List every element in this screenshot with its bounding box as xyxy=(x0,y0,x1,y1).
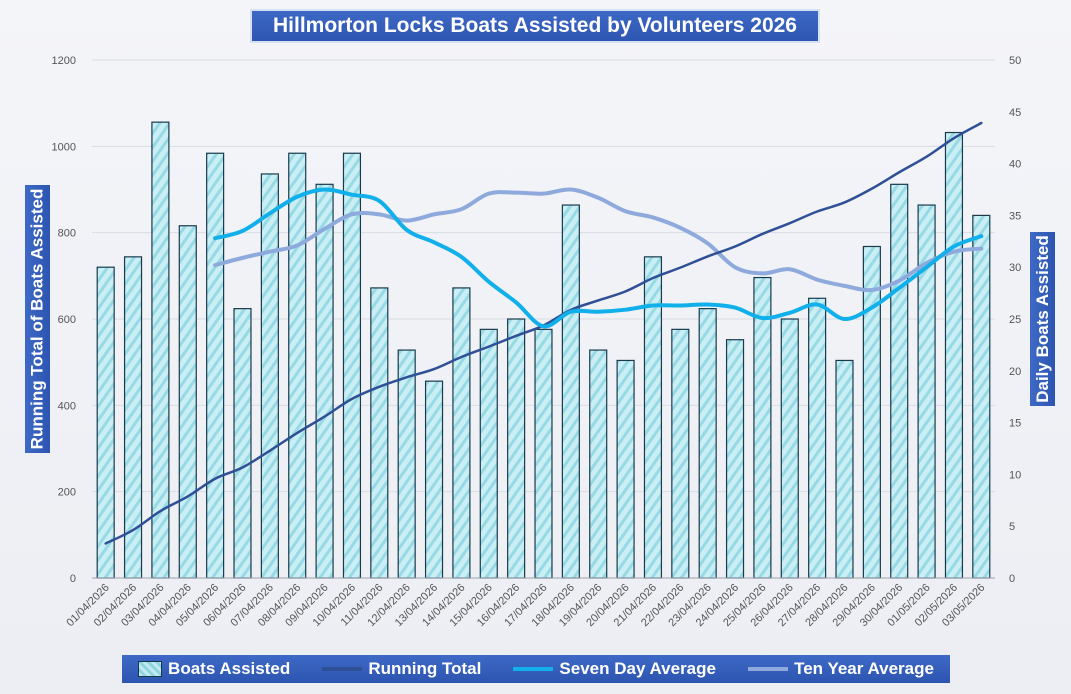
legend-item-ten-year: Ten Year Average xyxy=(748,659,934,679)
bar-boats-assisted xyxy=(671,328,690,579)
right-axis-title: Daily Boats Assisted xyxy=(1030,232,1055,406)
bar-boats-assisted xyxy=(753,276,772,579)
bar-boats-assisted xyxy=(178,225,197,579)
bar-boats-assisted xyxy=(260,173,279,579)
x-axis-ticks: 01/04/202602/04/202603/04/202604/04/2026… xyxy=(64,582,987,629)
bar-boats-assisted xyxy=(616,359,635,579)
right-tick-label: 10 xyxy=(1009,469,1021,481)
chart-title: Hillmorton Locks Boats Assisted by Volun… xyxy=(250,9,820,43)
legend-label-ten-year: Ten Year Average xyxy=(794,659,934,678)
left-tick-label: 200 xyxy=(58,487,76,499)
bar-boats-assisted xyxy=(698,308,717,579)
left-tick-label: 1200 xyxy=(52,55,76,67)
bar-boats-assisted xyxy=(479,328,498,579)
legend-item-seven-day: Seven Day Average xyxy=(513,659,716,679)
legend-swatch-bar xyxy=(138,661,163,677)
bar-boats-assisted xyxy=(561,204,580,579)
left-tick-label: 600 xyxy=(58,314,76,326)
left-tick-label: 400 xyxy=(58,400,76,412)
right-tick-label: 20 xyxy=(1009,366,1021,378)
bar-boats-assisted xyxy=(507,318,526,579)
right-axis-ticks: 0 5 10 15 20 25 30 35 40 45 50 xyxy=(1009,55,1021,585)
left-axis-title: Running Total of Boats Assisted xyxy=(25,185,50,453)
bar-boats-assisted xyxy=(944,131,964,579)
bar-boats-assisted xyxy=(972,214,991,579)
right-tick-label: 45 xyxy=(1009,107,1021,119)
bar-boats-assisted xyxy=(780,318,799,579)
left-tick-label: 1000 xyxy=(52,141,76,153)
bar-boats-assisted xyxy=(315,183,334,579)
bar-boats-assisted xyxy=(725,339,745,579)
legend-item-running-total: Running Total xyxy=(322,659,481,679)
right-tick-label: 0 xyxy=(1009,573,1015,585)
left-axis-ticks: 0 200 400 600 800 1000 1200 xyxy=(52,55,76,585)
right-tick-label: 5 xyxy=(1009,521,1015,533)
legend-label-seven-day: Seven Day Average xyxy=(559,659,716,678)
bar-boats-assisted xyxy=(862,245,881,579)
bar-boats-assisted xyxy=(534,328,553,579)
legend-swatch-seven-day xyxy=(513,667,554,671)
bar-series xyxy=(96,121,991,579)
line-series xyxy=(104,121,984,545)
left-tick-label: 0 xyxy=(70,573,76,585)
legend-swatch-ten-year xyxy=(748,667,789,671)
legend-label-running-total: Running Total xyxy=(368,659,482,678)
bar-boats-assisted xyxy=(808,297,827,579)
bar-boats-assisted xyxy=(151,121,170,579)
line-ten-year-average xyxy=(213,187,984,293)
bar-boats-assisted xyxy=(370,287,389,579)
legend: Boats Assisted Running Total Seven Day A… xyxy=(122,655,950,683)
left-tick-label: 800 xyxy=(58,228,76,240)
bar-boats-assisted xyxy=(96,266,115,579)
bar-boats-assisted xyxy=(835,359,854,579)
right-tick-label: 50 xyxy=(1009,55,1021,67)
bar-boats-assisted xyxy=(233,308,252,579)
right-tick-label: 25 xyxy=(1009,314,1021,326)
bar-boats-assisted xyxy=(397,349,416,579)
right-tick-label: 15 xyxy=(1009,418,1021,430)
bar-boats-assisted xyxy=(589,349,608,579)
bar-boats-assisted xyxy=(288,152,307,579)
right-tick-label: 35 xyxy=(1009,210,1021,222)
right-tick-label: 40 xyxy=(1009,159,1021,171)
line-seven-day-average xyxy=(213,187,984,329)
legend-label-boats-assisted: Boats Assisted xyxy=(168,659,291,678)
right-tick-label: 30 xyxy=(1009,262,1021,274)
legend-item-boats-assisted: Boats Assisted xyxy=(138,659,290,679)
legend-swatch-running-total xyxy=(322,667,363,671)
bar-boats-assisted xyxy=(206,152,225,579)
bar-boats-assisted xyxy=(452,287,471,579)
bar-boats-assisted xyxy=(424,380,444,579)
bar-boats-assisted xyxy=(890,183,909,579)
